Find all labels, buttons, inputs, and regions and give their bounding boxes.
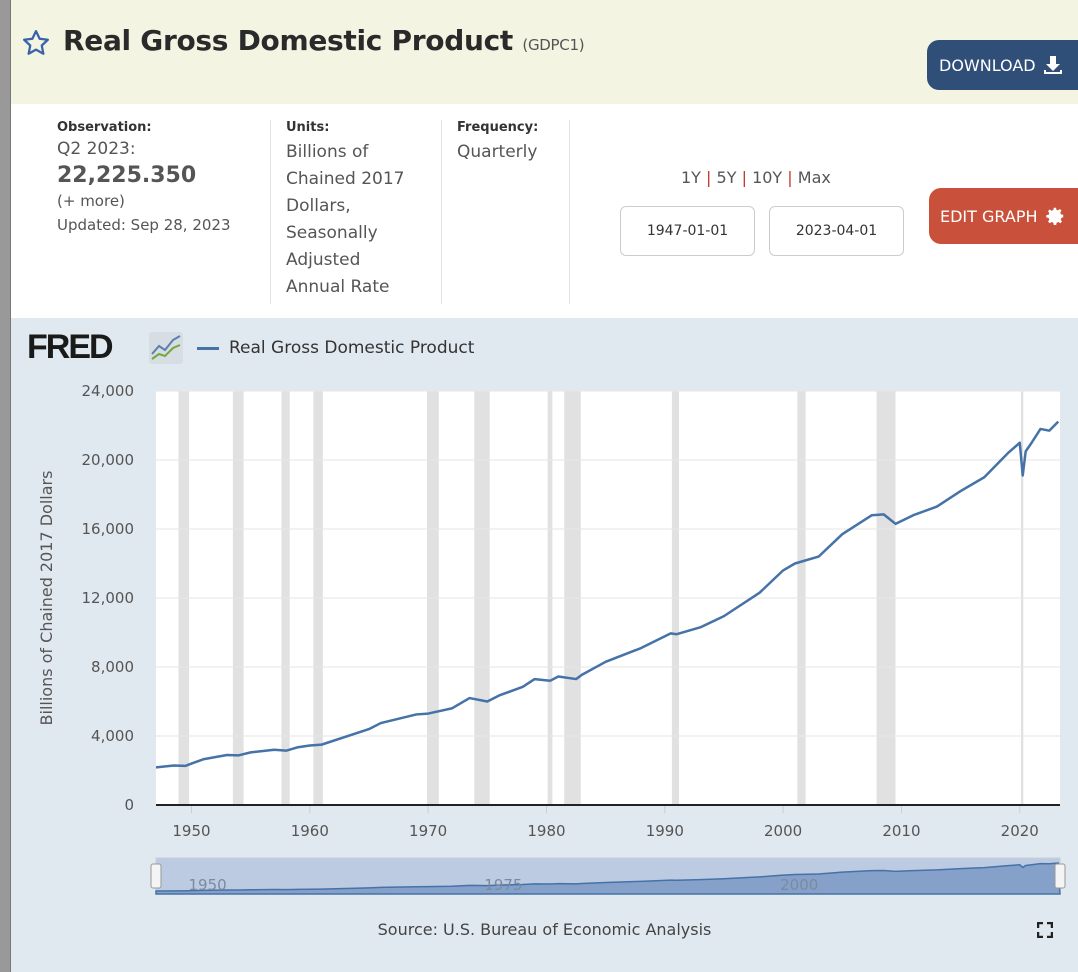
window-edge — [0, 0, 11, 972]
range-5y[interactable]: 5Y — [716, 168, 737, 187]
page-title: Real Gross Domestic Product (GDPC1) — [63, 24, 585, 57]
more-link[interactable]: (+ more) — [57, 192, 125, 210]
y-tick-label: 0 — [124, 796, 134, 814]
x-tick-label: 2010 — [882, 822, 920, 840]
navigator-label: 2000 — [780, 876, 818, 894]
range-selector: 1Y | 5Y | 10Y | Max — [681, 168, 831, 187]
updated-date: Updated: Sep 28, 2023 — [57, 216, 231, 234]
gdp-series-line — [155, 420, 1060, 769]
frequency-panel: Frequency: Quarterly — [442, 120, 570, 304]
navigator-label: 1975 — [484, 876, 522, 894]
fullscreen-icon[interactable] — [1037, 922, 1053, 938]
observation-label: Observation: — [57, 120, 152, 135]
x-tick-label: 2000 — [764, 822, 802, 840]
units-panel: Units: Billions of Chained 2017 Dollars, Se… — [271, 120, 442, 304]
x-tick-label: 1970 — [409, 822, 447, 840]
range-1y[interactable]: 1Y — [681, 168, 701, 187]
units-line: Annual Rate — [286, 277, 390, 297]
start-date-input[interactable]: 1947-01-01 — [620, 206, 755, 256]
line-chart: 0 4,000 8,000 12,000 16,000 20,000 24,000 1950 1… — [37, 382, 1066, 895]
units-line: Billions of — [286, 142, 369, 162]
legend-label: Real Gross Domestic Product — [229, 338, 475, 358]
x-tick-label: 1960 — [291, 822, 329, 840]
observation-value: 22,225.350 — [57, 163, 197, 188]
gear-icon — [1045, 207, 1063, 225]
navigator-handle-left[interactable] — [150, 863, 162, 889]
x-tick-label: 1950 — [172, 822, 210, 840]
frequency-value: Quarterly — [457, 142, 538, 162]
y-tick-label: 8,000 — [91, 658, 134, 676]
frequency-label: Frequency: — [457, 120, 539, 135]
y-tick-label: 4,000 — [91, 727, 134, 745]
series-header: Real Gross Domestic Product (GDPC1) DOWN… — [11, 0, 1078, 104]
units-line: Chained 2017 — [286, 169, 405, 189]
edit-graph-label: EDIT GRAPH — [940, 206, 1038, 226]
fred-chart-icon — [149, 332, 183, 364]
units-value: Billions of Chained 2017 Dollars, Seasonall… — [286, 139, 441, 301]
x-tick-label: 1990 — [646, 822, 684, 840]
units-line: Seasonally — [286, 223, 378, 243]
range-10y[interactable]: 10Y — [752, 168, 783, 187]
source-note: Source: U.S. Bureau of Economic Analysis — [377, 920, 712, 939]
chart-panel: FRED Real Gross Domestic Product 0 4,000 8… — [11, 318, 1078, 972]
navigator-series — [155, 862, 1061, 895]
title-text: Real Gross Domestic Product — [63, 24, 513, 57]
y-tick-label: 12,000 — [82, 589, 135, 607]
x-tick-label: 1980 — [527, 822, 565, 840]
fred-logo: FRED — [27, 328, 114, 366]
units-label: Units: — [286, 120, 330, 135]
navigator-handle-right[interactable] — [1054, 863, 1066, 889]
navigator-label: 1950 — [188, 876, 226, 894]
x-tick-label: 2020 — [1001, 822, 1039, 840]
units-line: Adjusted — [286, 250, 361, 270]
legend-swatch — [197, 346, 219, 350]
observation-panel: Observation: Q2 2023: 22,225.350 (+ more… — [11, 120, 271, 304]
end-date-input[interactable]: 2023-04-01 — [769, 206, 904, 256]
observation-period: Q2 2023: — [57, 139, 136, 159]
y-axis-label: Billions of Chained 2017 Dollars — [37, 471, 56, 726]
series-id: (GDPC1) — [522, 36, 585, 54]
range-max[interactable]: Max — [797, 168, 831, 187]
units-line: Dollars, — [286, 196, 351, 216]
star-icon[interactable] — [21, 28, 51, 58]
y-tick-label: 16,000 — [82, 520, 135, 538]
series-info: Observation: Q2 2023: 22,225.350 (+ more… — [11, 104, 1078, 318]
download-icon — [1043, 56, 1062, 74]
y-tick-label: 24,000 — [82, 382, 135, 400]
y-tick-label: 20,000 — [82, 451, 135, 469]
download-label: DOWNLOAD — [939, 55, 1036, 75]
edit-graph-button[interactable]: EDIT GRAPH — [929, 188, 1078, 244]
chart-legend: Real Gross Domestic Product — [197, 338, 474, 358]
download-button[interactable]: DOWNLOAD — [927, 40, 1078, 90]
